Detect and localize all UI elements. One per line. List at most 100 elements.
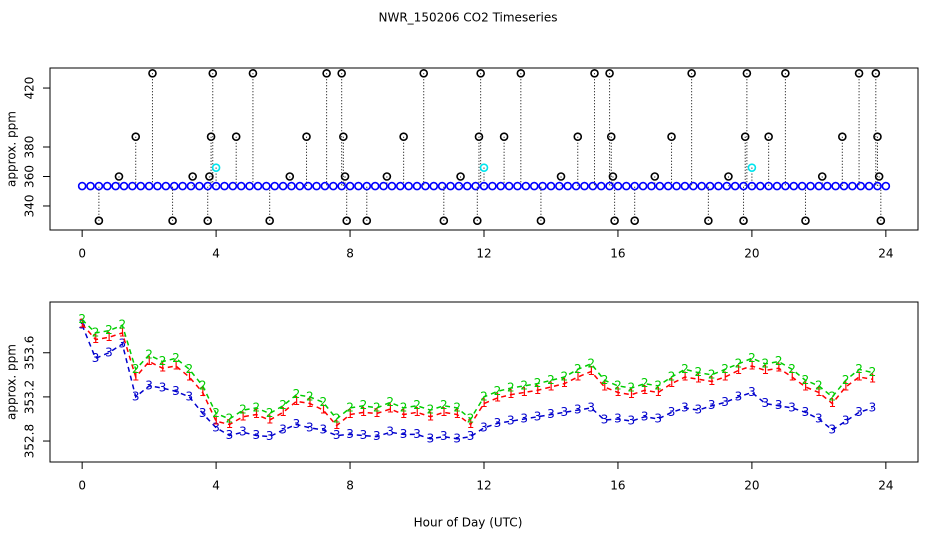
- point: [188, 172, 197, 181]
- point-marker: 2: [105, 323, 113, 337]
- point: [724, 172, 733, 181]
- point: [730, 181, 740, 191]
- point: [697, 181, 706, 191]
- y-tick-label: 353.6: [23, 336, 37, 370]
- point-marker: 3: [761, 396, 769, 410]
- point: [86, 181, 95, 191]
- point: [739, 181, 748, 191]
- point: [248, 69, 258, 78]
- point: [421, 181, 430, 191]
- point: [362, 216, 372, 226]
- point: [94, 216, 104, 226]
- point-marker: 2: [199, 378, 207, 392]
- x-tick-label: 8: [346, 247, 354, 261]
- point-marker: 3: [869, 400, 877, 414]
- point: [521, 181, 531, 191]
- point: [876, 216, 886, 226]
- point-marker: 2: [453, 400, 461, 414]
- point-marker: 1: [855, 370, 863, 384]
- point: [529, 181, 539, 191]
- point: [342, 216, 352, 226]
- point-marker: 1: [574, 370, 582, 384]
- point-marker: 3: [105, 345, 113, 359]
- point-marker: 1: [494, 391, 502, 405]
- point-marker: 2: [252, 400, 260, 414]
- x-tick-label: 24: [878, 247, 893, 261]
- x-tick-label: 16: [610, 247, 625, 261]
- point: [499, 132, 509, 141]
- point: [596, 181, 606, 191]
- point-marker: 3: [427, 431, 435, 445]
- point-marker: 1: [654, 385, 662, 399]
- point: [687, 69, 696, 78]
- point-marker: 2: [360, 398, 368, 412]
- x-tick-label: 4: [212, 479, 220, 493]
- point: [838, 132, 847, 141]
- point-marker: 3: [172, 384, 180, 398]
- point: [205, 172, 214, 181]
- point-marker: 2: [721, 362, 729, 376]
- point: [772, 181, 782, 191]
- point-marker: 1: [761, 363, 769, 377]
- point-marker: 1: [78, 317, 86, 331]
- point-marker: 3: [614, 411, 622, 425]
- point-marker: 3: [828, 423, 836, 437]
- point-marker: 2: [92, 325, 100, 339]
- point-marker: 3: [547, 407, 555, 421]
- point-marker: 2: [427, 403, 435, 417]
- point: [131, 132, 141, 141]
- point-marker: 2: [159, 354, 167, 368]
- point-marker: 1: [427, 409, 435, 423]
- point: [722, 181, 732, 191]
- point-marker: 3: [708, 398, 716, 412]
- point: [873, 132, 882, 141]
- point-marker: 3: [735, 389, 743, 403]
- point-marker: 2: [467, 411, 475, 425]
- point: [220, 181, 229, 191]
- point-marker: 3: [252, 428, 260, 442]
- point: [854, 69, 864, 78]
- point: [742, 69, 752, 78]
- point-marker: 2: [695, 365, 703, 379]
- point: [608, 172, 618, 181]
- point: [439, 216, 449, 226]
- point: [873, 181, 882, 191]
- point: [556, 172, 566, 181]
- point-marker: 2: [212, 406, 220, 420]
- point-marker: 2: [668, 370, 676, 384]
- point-marker: 3: [199, 406, 207, 420]
- point: [513, 181, 522, 191]
- point: [195, 181, 204, 191]
- point: [228, 181, 238, 191]
- point-marker: 3: [159, 381, 167, 395]
- point: [479, 181, 489, 191]
- point-marker: 2: [869, 365, 877, 379]
- point-marker: 1: [159, 361, 167, 375]
- point: [456, 172, 465, 181]
- point-marker: 2: [119, 318, 127, 332]
- point: [546, 181, 556, 191]
- point-marker: 2: [293, 387, 301, 401]
- point-marker: 3: [346, 427, 354, 441]
- point: [312, 181, 321, 191]
- point: [169, 181, 179, 191]
- point-marker: 1: [775, 361, 783, 375]
- point-marker: 1: [614, 385, 622, 399]
- point: [285, 172, 295, 181]
- series-line: [81, 319, 873, 421]
- point: [186, 181, 196, 191]
- point-marker: 2: [735, 356, 743, 370]
- point-marker: 3: [561, 405, 569, 419]
- point-marker: 3: [132, 389, 140, 403]
- point-marker: 1: [279, 405, 287, 419]
- x-tick-label: 12: [476, 479, 491, 493]
- point-marker: 1: [145, 354, 153, 368]
- point: [382, 172, 392, 181]
- point-marker: 2: [574, 362, 582, 376]
- point: [379, 181, 388, 191]
- point-marker: 1: [440, 405, 448, 419]
- point: [208, 69, 218, 78]
- x-tick-label: 0: [78, 247, 86, 261]
- point: [605, 181, 614, 191]
- point: [536, 216, 546, 226]
